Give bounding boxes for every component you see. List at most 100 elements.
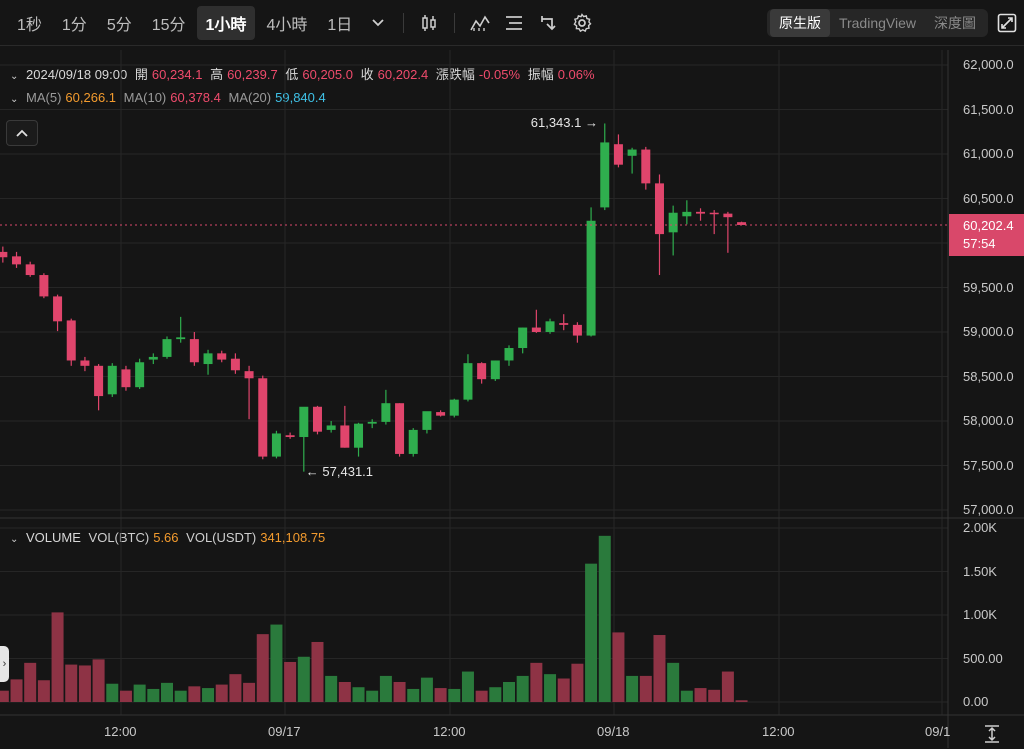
gear-icon[interactable]	[565, 6, 599, 40]
replay-icon[interactable]	[531, 6, 565, 40]
candle-datetime: 2024/09/18 09:00	[26, 67, 128, 82]
candle-body	[449, 399, 459, 416]
timeframe-1[interactable]: 1分	[61, 16, 87, 34]
low-annotation: ← 57,431.1	[305, 463, 374, 479]
fullscreen-icon[interactable]	[994, 10, 1020, 36]
volume-bar	[174, 690, 187, 702]
volume-bar	[147, 688, 160, 702]
chart-toolbar: 1秒 1分 5分 15分 1小時 4小時 1日 原生版 TradingView 深度圖	[0, 0, 1024, 46]
volume-bar	[133, 684, 146, 702]
price-tick-label: 59,500.0	[963, 279, 1014, 295]
timeframe-2[interactable]: 5分	[106, 16, 132, 34]
settings-list-icon[interactable]	[497, 6, 531, 40]
candle-body	[66, 320, 76, 361]
price-tick-label: 59,000.0	[963, 324, 1014, 339]
timeframe-5[interactable]: 4小時	[266, 16, 308, 34]
vol-usdt-label: VOL(USDT)	[186, 530, 257, 545]
volume-bar	[379, 675, 392, 702]
high-label: 高	[210, 67, 224, 82]
volume-bar	[721, 671, 734, 702]
change-label: 漲跌幅	[435, 67, 475, 82]
candle-body	[477, 363, 487, 380]
volume-tick-label: 500.00	[963, 650, 1003, 666]
candle-body	[217, 353, 227, 360]
close-value: 60,202.4	[377, 67, 429, 82]
candle-body	[641, 149, 651, 184]
timeframe-6[interactable]: 1日	[327, 16, 353, 34]
price-tick-label: 58,500.0	[963, 368, 1014, 384]
timeframe-selector: 1秒 1分 5分 15分 1小時 4小時 1日	[6, 5, 361, 40]
view-tradingview[interactable]: TradingView	[838, 15, 916, 31]
candle-body	[696, 211, 706, 214]
candle-body	[299, 406, 309, 438]
volume-bar	[420, 677, 433, 702]
high-annotation-value: 61,343.1	[530, 115, 582, 131]
volume-bar	[530, 662, 543, 702]
candle-body	[545, 321, 555, 332]
volume-bar	[544, 674, 557, 702]
candle-body	[258, 378, 268, 457]
timeframe-4[interactable]: 1小時	[196, 5, 256, 40]
volume-bar	[270, 624, 283, 702]
volume-bar	[516, 675, 529, 702]
ma5-value: 60,266.1	[65, 90, 117, 105]
candle-body	[422, 411, 432, 430]
collapse-arrow-icon[interactable]: ⌄	[10, 71, 19, 82]
vol-btc-value: 5.66	[153, 530, 179, 545]
collapse-arrow-icon[interactable]: ⌄	[10, 94, 19, 105]
view-native[interactable]: 原生版	[769, 9, 830, 37]
volume-bar	[325, 675, 338, 702]
ma5-label: MA(5)	[26, 90, 62, 105]
high-value: 60,239.7	[227, 67, 278, 82]
collapse-arrow-icon[interactable]: ⌄	[10, 534, 19, 545]
volume-bar	[571, 663, 584, 702]
ma-info: ⌄ MA(5) 60,266.1 MA(10) 60,378.4 MA(20) 59,…	[10, 90, 330, 105]
price-tick-label: 60,500.0	[963, 190, 1014, 206]
ma10-label: MA(10)	[123, 90, 167, 105]
candle-body	[121, 369, 131, 388]
time-tick-label: 12:00	[433, 724, 466, 739]
volume-bar	[256, 634, 269, 702]
candle-countdown: 57:54	[963, 236, 996, 251]
chevron-down-icon[interactable]	[361, 6, 395, 40]
volume-bar	[51, 612, 64, 702]
candle-body	[107, 365, 117, 395]
candle-body	[627, 149, 637, 156]
volume-bar	[188, 686, 201, 702]
indicator-icon[interactable]	[463, 6, 497, 40]
volume-bar	[352, 687, 365, 702]
view-switch: 原生版 TradingView 深度圖	[766, 9, 988, 37]
volume-bar	[448, 688, 461, 702]
view-depth[interactable]: 深度圖	[934, 15, 976, 31]
current-price-tag: 60,202.4 57:54	[949, 214, 1024, 256]
low-value: 60,205.0	[302, 67, 353, 82]
side-panel-handle[interactable]: ›	[0, 646, 9, 682]
collapse-indicators-button[interactable]	[6, 120, 38, 146]
price-tick-label: 57,500.0	[963, 457, 1014, 473]
volume-bar	[297, 656, 310, 702]
volume-bar	[585, 563, 598, 702]
candle-body	[80, 360, 90, 366]
timeframe-0[interactable]: 1秒	[17, 16, 42, 34]
toolbar-divider	[403, 12, 405, 33]
auto-scale-icon[interactable]	[984, 724, 1000, 744]
change-value: -0.05%	[478, 67, 521, 82]
candle-body	[367, 421, 377, 424]
candle-type-icon[interactable]	[412, 6, 446, 40]
volume-bar	[119, 690, 132, 702]
candle-body	[572, 324, 582, 336]
open-label: 開	[134, 67, 148, 82]
timeframe-3[interactable]: 15分	[151, 16, 186, 34]
candle-body	[285, 435, 295, 438]
volume-bar	[461, 671, 474, 702]
candle-body	[230, 358, 240, 371]
candle-body	[12, 256, 22, 265]
volume-bar	[708, 689, 721, 702]
toolbar-divider	[454, 12, 456, 33]
candle-body	[463, 363, 473, 400]
chevron-up-icon	[16, 129, 28, 137]
ohlc-info: ⌄ 2024/09/18 09:00 開 60,234.1 高 60,239.7 低…	[10, 64, 599, 83]
candle-body	[0, 251, 8, 258]
volume-bar	[24, 662, 37, 702]
